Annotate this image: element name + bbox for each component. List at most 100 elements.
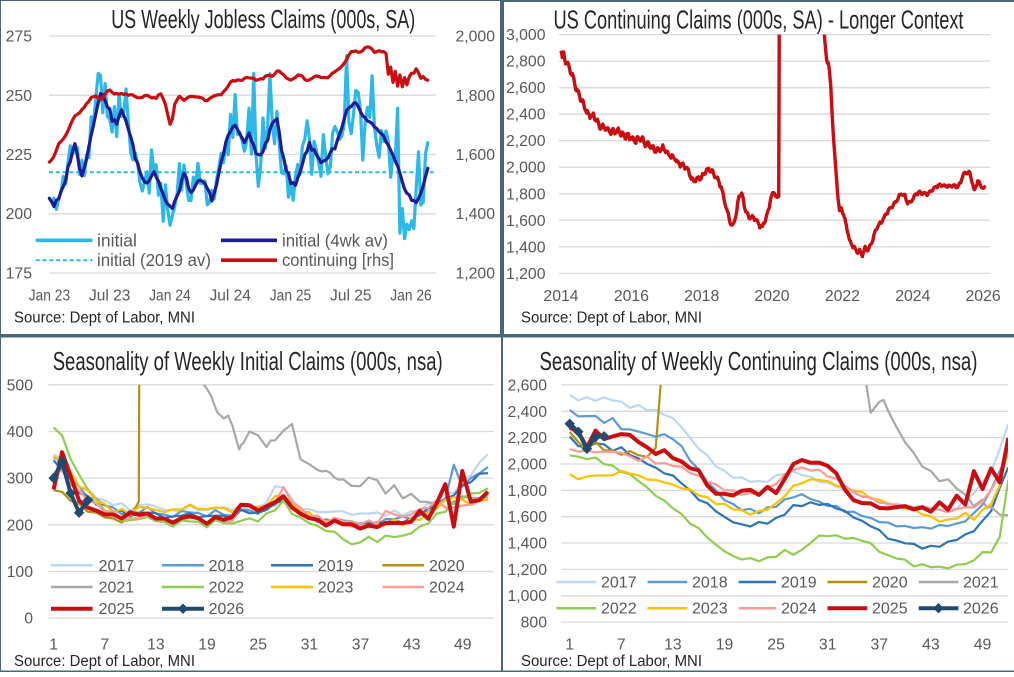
svg-text:500: 500 — [7, 377, 34, 394]
svg-text:2,400: 2,400 — [507, 404, 547, 421]
svg-text:2,200: 2,200 — [506, 133, 546, 150]
svg-text:Source: Dept of Labor, MNI: Source: Dept of Labor, MNI — [521, 653, 702, 670]
svg-text:Seasonality of Weekly Initial: Seasonality of Weekly Initial Claims (00… — [53, 348, 443, 376]
svg-text:1: 1 — [565, 637, 574, 654]
svg-text:1: 1 — [49, 637, 58, 654]
svg-text:49: 49 — [974, 637, 992, 654]
svg-text:19: 19 — [198, 637, 216, 654]
svg-text:2016: 2016 — [614, 288, 649, 305]
svg-text:2017: 2017 — [601, 575, 637, 592]
svg-text:3,000: 3,000 — [506, 27, 546, 44]
svg-text:19: 19 — [716, 637, 734, 654]
svg-text:7: 7 — [617, 637, 626, 654]
svg-text:Jan 23: Jan 23 — [29, 288, 71, 305]
svg-text:2023: 2023 — [692, 601, 728, 618]
svg-text:initial: initial — [97, 230, 137, 250]
svg-text:1,800: 1,800 — [507, 483, 547, 500]
svg-text:continuing [rhs]: continuing [rhs] — [282, 250, 394, 270]
svg-text:1,800: 1,800 — [455, 88, 495, 105]
svg-text:2021: 2021 — [963, 575, 999, 592]
svg-text:2024: 2024 — [895, 288, 930, 305]
svg-text:31: 31 — [301, 637, 319, 654]
svg-text:2014: 2014 — [543, 288, 578, 305]
svg-text:49: 49 — [454, 637, 472, 654]
svg-text:43: 43 — [403, 637, 421, 654]
svg-text:1,600: 1,600 — [507, 509, 547, 526]
svg-text:2,600: 2,600 — [506, 80, 546, 97]
svg-text:Source: Dept of Labor, MNI: Source: Dept of Labor, MNI — [14, 310, 195, 327]
svg-text:Jan 24: Jan 24 — [149, 288, 191, 305]
svg-text:2024: 2024 — [781, 601, 817, 618]
svg-text:2,000: 2,000 — [506, 160, 546, 177]
svg-text:2022: 2022 — [209, 580, 245, 597]
svg-text:1,000: 1,000 — [507, 588, 547, 605]
svg-text:initial (4wk av): initial (4wk av) — [282, 230, 388, 250]
svg-text:2026: 2026 — [966, 288, 1001, 305]
svg-text:2021: 2021 — [99, 580, 135, 597]
svg-text:100: 100 — [7, 564, 34, 581]
svg-text:initial (2019 av): initial (2019 av) — [97, 250, 211, 270]
svg-text:300: 300 — [7, 471, 34, 488]
svg-text:2020: 2020 — [754, 288, 789, 305]
svg-text:2026: 2026 — [963, 601, 999, 618]
svg-text:Jul 23: Jul 23 — [89, 288, 131, 305]
svg-text:1,200: 1,200 — [506, 266, 546, 283]
svg-text:225: 225 — [6, 147, 33, 164]
svg-text:250: 250 — [6, 88, 33, 105]
svg-text:200: 200 — [7, 517, 34, 534]
svg-text:37: 37 — [871, 637, 889, 654]
svg-text:2,200: 2,200 — [507, 430, 547, 447]
svg-text:2020: 2020 — [872, 575, 908, 592]
svg-text:1,200: 1,200 — [507, 562, 547, 579]
svg-text:275: 275 — [6, 29, 33, 46]
svg-text:US Weekly Jobless Claims (000s: US Weekly Jobless Claims (000s, SA) — [111, 6, 415, 34]
svg-text:2023: 2023 — [318, 580, 354, 597]
svg-text:Jul 24: Jul 24 — [209, 288, 251, 305]
svg-text:2026: 2026 — [209, 601, 245, 618]
svg-text:2025: 2025 — [99, 601, 135, 618]
svg-text:1,600: 1,600 — [455, 147, 495, 164]
svg-text:2019: 2019 — [318, 558, 354, 575]
svg-text:43: 43 — [922, 637, 940, 654]
svg-text:Jan 26: Jan 26 — [390, 288, 432, 305]
svg-text:2018: 2018 — [684, 288, 719, 305]
svg-text:Source: Dept of Labor, MNI: Source: Dept of Labor, MNI — [14, 653, 195, 670]
svg-text:2019: 2019 — [781, 575, 817, 592]
svg-text:2,000: 2,000 — [455, 29, 495, 46]
svg-text:2020: 2020 — [429, 558, 465, 575]
svg-text:1,400: 1,400 — [455, 206, 495, 223]
svg-text:7: 7 — [100, 637, 109, 654]
svg-text:2,000: 2,000 — [507, 457, 547, 474]
svg-text:2,600: 2,600 — [507, 377, 547, 394]
svg-text:37: 37 — [352, 637, 370, 654]
svg-text:200: 200 — [6, 206, 33, 223]
svg-text:2024: 2024 — [429, 580, 465, 597]
svg-text:800: 800 — [521, 615, 548, 632]
svg-text:2,400: 2,400 — [506, 107, 546, 124]
svg-text:400: 400 — [7, 424, 34, 441]
svg-text:2025: 2025 — [872, 601, 908, 618]
svg-text:175: 175 — [6, 266, 33, 283]
svg-text:2022: 2022 — [825, 288, 860, 305]
svg-text:1,800: 1,800 — [506, 186, 546, 203]
svg-text:25: 25 — [767, 637, 785, 654]
svg-text:1,200: 1,200 — [455, 266, 495, 283]
svg-text:Seasonality of Weekly Continui: Seasonality of Weekly Continuing Claims … — [540, 348, 978, 376]
svg-text:2,800: 2,800 — [506, 54, 546, 71]
svg-text:Jul 25: Jul 25 — [330, 288, 372, 305]
svg-text:13: 13 — [147, 637, 165, 654]
svg-text:US Continuing Claims (000s, SA: US Continuing Claims (000s, SA) - Longer… — [554, 7, 964, 35]
svg-text:25: 25 — [249, 637, 267, 654]
svg-text:31: 31 — [819, 637, 837, 654]
svg-text:2022: 2022 — [601, 601, 637, 618]
svg-text:1,400: 1,400 — [507, 536, 547, 553]
svg-text:Source: Dept of Labor, MNI: Source: Dept of Labor, MNI — [521, 310, 702, 327]
svg-text:1,400: 1,400 — [506, 239, 546, 256]
svg-text:13: 13 — [664, 637, 682, 654]
svg-text:2017: 2017 — [99, 558, 135, 575]
svg-text:0: 0 — [24, 611, 33, 628]
svg-text:1,600: 1,600 — [506, 213, 546, 230]
svg-text:Jan 25: Jan 25 — [270, 288, 312, 305]
svg-text:2018: 2018 — [692, 575, 728, 592]
svg-text:2018: 2018 — [209, 558, 245, 575]
